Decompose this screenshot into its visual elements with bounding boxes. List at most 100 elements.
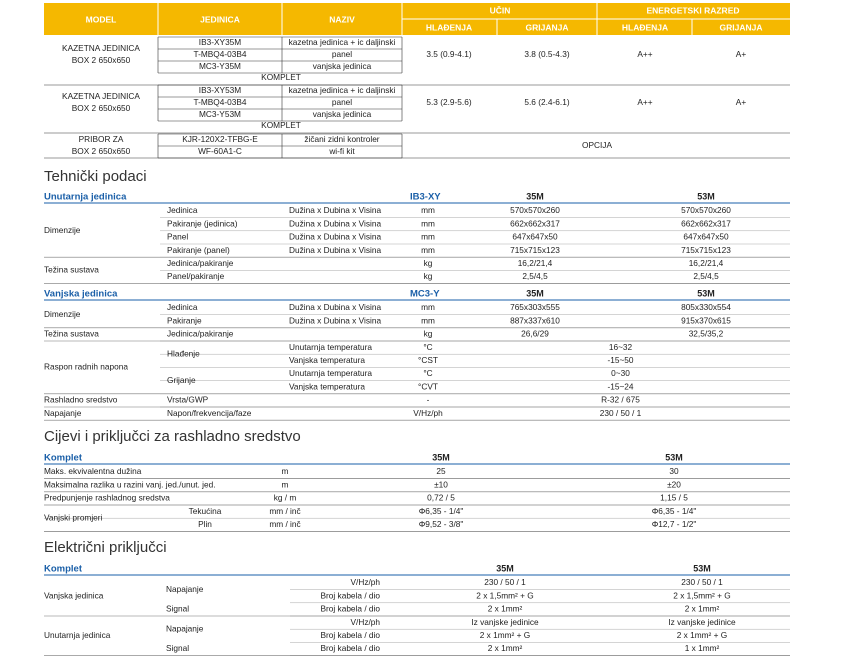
header-cell: UČIN bbox=[490, 4, 511, 15]
row-label: Unutarnja jedinica bbox=[44, 630, 111, 640]
unit: mm bbox=[421, 205, 435, 215]
value: Φ9,52 - 3/8" bbox=[419, 519, 464, 529]
unit-name: kazetna jedinica + ic daljinski bbox=[289, 85, 396, 95]
model-name: KAZETNA JEDINICA bbox=[62, 91, 140, 101]
unit-name: wi-fi kit bbox=[328, 146, 355, 156]
desc: Dužina x Dubina x Visina bbox=[289, 302, 381, 312]
value: 2,5/4,5 bbox=[522, 271, 548, 281]
unit: mm / inč bbox=[269, 506, 300, 516]
header-cell: ENERGETSKI RAZRED bbox=[646, 5, 739, 15]
unit: m bbox=[282, 466, 289, 476]
value: 805x330x554 bbox=[681, 302, 731, 312]
value: 887x337x610 bbox=[510, 315, 560, 325]
value: 647x647x50 bbox=[683, 232, 729, 242]
value: 230 / 50 / 1 bbox=[681, 577, 723, 587]
value: 16~32 bbox=[609, 342, 633, 352]
unit: kg bbox=[424, 329, 433, 339]
row-sublabel: Jedinica bbox=[167, 205, 198, 215]
header-cell: GRIJANJA bbox=[526, 22, 569, 32]
unit-code: IB3-XY35M bbox=[199, 37, 242, 47]
value: 16,2/21,4 bbox=[518, 258, 553, 268]
value: 2 x 1mm² + G bbox=[677, 630, 727, 640]
value: -15~50 bbox=[607, 355, 633, 365]
unit: V/Hz/ph bbox=[413, 408, 443, 418]
unit-name: panel bbox=[332, 49, 352, 59]
section-title: Cijevi i priključci za rashladno sredstv… bbox=[44, 428, 301, 445]
unit-name: kazetna jedinica + ic daljinski bbox=[289, 37, 396, 47]
cooling: 5.3 (2.9-5.6) bbox=[426, 97, 471, 107]
value: Φ6,35 - 1/4" bbox=[652, 506, 697, 516]
cooling: 3.5 (0.9-4.1) bbox=[426, 49, 471, 59]
model-name: BOX 2 650x650 bbox=[72, 103, 131, 113]
desc: V/Hz/ph bbox=[350, 617, 380, 627]
unit: mm bbox=[421, 232, 435, 242]
header-cell: GRIJANJA bbox=[720, 22, 763, 32]
header-cell: HLAĐENJA bbox=[622, 22, 668, 32]
value: ±10 bbox=[434, 479, 448, 489]
note: KOMPLET bbox=[261, 120, 301, 130]
desc: V/Hz/ph bbox=[350, 577, 380, 587]
unit-name: vanjska jedinica bbox=[313, 61, 372, 71]
desc: Broj kabela / dio bbox=[321, 604, 381, 614]
value: ±20 bbox=[667, 479, 681, 489]
value: 2 x 1mm² bbox=[488, 604, 523, 614]
row-sublabel: Grijanje bbox=[167, 375, 196, 385]
value: 1 x 1mm² bbox=[685, 643, 720, 653]
unit-code: MC3-Y53M bbox=[199, 109, 241, 119]
section-title: Tehnički podaci bbox=[44, 168, 147, 185]
section-header: Komplet bbox=[44, 453, 83, 464]
row-sublabel: Napajanje bbox=[166, 623, 204, 633]
unit-code: MC3-Y35M bbox=[199, 61, 241, 71]
value: 915x370x615 bbox=[681, 315, 731, 325]
class-heat: A+ bbox=[736, 49, 747, 59]
desc: Unutarnja temperatura bbox=[289, 368, 372, 378]
heating: 5.6 (2.4-6.1) bbox=[524, 97, 569, 107]
value: 16,2/21,4 bbox=[689, 258, 724, 268]
class-cool: A++ bbox=[637, 97, 652, 107]
desc: Dužina x Dubina x Visina bbox=[289, 232, 381, 242]
desc: Dužina x Dubina x Visina bbox=[289, 205, 381, 215]
value: 0~30 bbox=[611, 368, 630, 378]
unit-code: KJR-120X2-TFBG-E bbox=[182, 134, 258, 144]
unit: °C bbox=[423, 342, 432, 352]
header-cell: NAZIV bbox=[329, 14, 355, 24]
value: 1,15 / 5 bbox=[660, 493, 688, 503]
row-sublabel: Panel/pakiranje bbox=[167, 271, 225, 281]
unit: - bbox=[427, 395, 430, 405]
unit-code: WF-60A1-C bbox=[198, 146, 242, 156]
value: 2 x 1mm² + G bbox=[480, 630, 530, 640]
row-label: Dimenzije bbox=[44, 225, 81, 235]
header-cell: HLAĐENJA bbox=[426, 22, 472, 32]
section-title: Električni priključci bbox=[44, 539, 167, 556]
section-header: Unutarnja jedinica bbox=[44, 192, 127, 203]
row-sublabel: Jedinica/pakiranje bbox=[167, 258, 234, 268]
unit: mm bbox=[421, 315, 435, 325]
value: 230 / 50 / 1 bbox=[484, 577, 526, 587]
value: 765x303x555 bbox=[510, 302, 560, 312]
model-name: KAZETNA JEDINICA bbox=[62, 43, 140, 53]
row-sublabel: Pakiranje bbox=[167, 315, 202, 325]
row-sublabel: Tekućina bbox=[189, 506, 222, 516]
value: Iz vanjske jedinice bbox=[668, 617, 736, 627]
row-sublabel: Vrsta/GWP bbox=[167, 395, 209, 405]
note: KOMPLET bbox=[261, 72, 301, 82]
section-code: IB3-XY bbox=[410, 192, 441, 203]
row-sublabel: Signal bbox=[166, 643, 189, 653]
column-header: 35M bbox=[432, 452, 450, 462]
unit: °C bbox=[423, 368, 432, 378]
value: 2 x 1,5mm² + G bbox=[673, 590, 730, 600]
row-label: Maksimalna razlika u razini vanj. jed./u… bbox=[44, 479, 216, 489]
value: 570x570x260 bbox=[510, 205, 560, 215]
row-sublabel: Napajanje bbox=[166, 584, 204, 594]
row-label: Težina sustava bbox=[44, 329, 99, 339]
desc: Broj kabela / dio bbox=[321, 590, 381, 600]
unit-code: T-MBQ4-03B4 bbox=[193, 49, 246, 59]
unit: m bbox=[282, 479, 289, 489]
row-label: Vanjski promjeri bbox=[44, 512, 103, 522]
header-cell: JEDINICA bbox=[200, 14, 240, 24]
row-sublabel: Jedinica bbox=[167, 302, 198, 312]
unit-name: žičani zidni kontroler bbox=[304, 134, 379, 144]
value: 230 / 50 / 1 bbox=[600, 408, 642, 418]
value: 2 x 1mm² bbox=[488, 643, 523, 653]
